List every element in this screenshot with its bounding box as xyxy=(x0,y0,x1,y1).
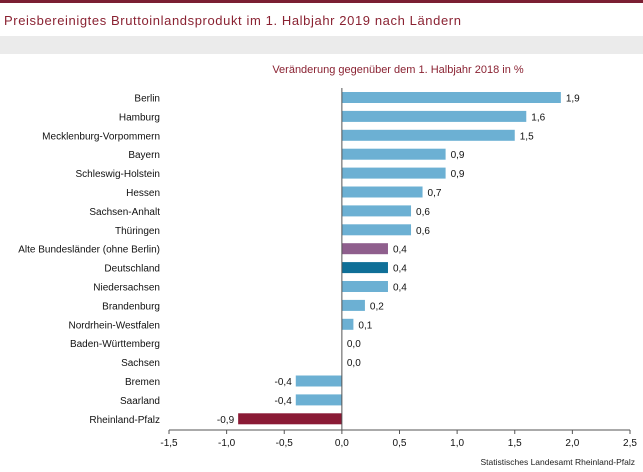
x-tick-label: 0,0 xyxy=(335,438,349,449)
bar-brandenburg xyxy=(341,299,365,311)
x-tick-label: -1,0 xyxy=(218,438,236,449)
bar-thueringen xyxy=(341,224,412,236)
value-label-rheinland-pfalz: -0,9 xyxy=(217,415,235,426)
value-label-schleswig-holstein: 0,9 xyxy=(451,169,465,180)
category-label-hamburg: Hamburg xyxy=(119,112,160,123)
bar-rheinland-pfalz xyxy=(238,413,342,425)
category-label-mecklenburg-vorpommern: Mecklenburg-Vorpommern xyxy=(42,131,160,142)
page-title: Preisbereinigtes Bruttoinlandsprodukt im… xyxy=(4,13,462,28)
value-label-sachsen: 0,0 xyxy=(347,358,361,369)
top-rule xyxy=(0,0,643,3)
value-label-hessen: 0,7 xyxy=(428,188,442,199)
category-label-nordrhein-westfalen: Nordrhein-Westfalen xyxy=(68,320,160,331)
value-label-hamburg: 1,6 xyxy=(531,112,545,123)
bar-nordrhein-westfalen xyxy=(341,318,354,330)
chart-subtitle: Veränderung gegenüber dem 1. Halbjahr 20… xyxy=(272,64,524,76)
value-label-bremen: -0,4 xyxy=(275,377,293,388)
category-label-hessen: Hessen xyxy=(126,188,160,199)
category-label-schleswig-holstein: Schleswig-Holstein xyxy=(76,169,160,180)
category-label-berlin: Berlin xyxy=(134,94,160,105)
x-tick-label: 1,0 xyxy=(450,438,464,449)
category-label-baden-wuerttemberg: Baden-Württemberg xyxy=(70,339,160,350)
source-note: Statistisches Landesamt Rheinland-Pfalz xyxy=(480,457,636,467)
category-label-bayern: Bayern xyxy=(128,150,160,161)
value-label-deutschland: 0,4 xyxy=(393,264,407,275)
category-label-deutschland: Deutschland xyxy=(104,264,160,275)
category-label-brandenburg: Brandenburg xyxy=(102,301,160,312)
category-label-rheinland-pfalz: Rheinland-Pfalz xyxy=(89,415,160,426)
value-label-berlin: 1,9 xyxy=(566,94,580,105)
category-label-alte-bundeslaender-ohne-berlin: Alte Bundesländer (ohne Berlin) xyxy=(18,245,160,256)
x-tick-label: 2,5 xyxy=(623,438,637,449)
bar-saarland xyxy=(295,394,342,406)
category-label-thueringen: Thüringen xyxy=(115,226,160,237)
x-tick-label: 2,0 xyxy=(565,438,579,449)
bar-mecklenburg-vorpommern xyxy=(341,129,515,141)
bar-alte-bundeslaender-ohne-berlin xyxy=(341,243,388,255)
value-label-mecklenburg-vorpommern: 1,5 xyxy=(520,131,534,142)
value-label-saarland: -0,4 xyxy=(275,396,293,407)
x-tick-label: 1,5 xyxy=(508,438,522,449)
x-tick-label: 0,5 xyxy=(393,438,407,449)
bar-sachsen-anhalt xyxy=(341,205,412,217)
value-label-niedersachsen: 0,4 xyxy=(393,283,407,294)
x-tick-label: -1,5 xyxy=(160,438,178,449)
value-label-brandenburg: 0,2 xyxy=(370,301,384,312)
bar-hamburg xyxy=(341,110,527,122)
bar-schleswig-holstein xyxy=(341,167,446,179)
category-label-niedersachsen: Niedersachsen xyxy=(93,283,160,294)
category-labels-group: Berlin Hamburg Mecklenburg-Vorpommern Bayer… xyxy=(18,94,160,426)
bar-bayern xyxy=(341,148,446,160)
bars-group xyxy=(238,92,561,425)
value-labels-group: 1,9 1,6 1,5 0,9 0,9 0,7 0,6 0,6 0,4 0,4 0,4 0,2 0,1 0… xyxy=(217,94,580,426)
value-label-nordrhein-westfalen: 0,1 xyxy=(358,320,372,331)
bar-berlin xyxy=(341,92,561,103)
category-label-saarland: Saarland xyxy=(120,396,160,407)
value-label-sachsen-anhalt: 0,6 xyxy=(416,207,430,218)
value-label-alte-bundeslaender-ohne-berlin: 0,4 xyxy=(393,245,407,256)
value-label-baden-wuerttemberg: 0,0 xyxy=(347,339,361,350)
bar-deutschland xyxy=(341,262,388,274)
category-label-sachsen-anhalt: Sachsen-Anhalt xyxy=(89,207,160,218)
value-label-thueringen: 0,6 xyxy=(416,226,430,237)
bar-niedersachsen xyxy=(341,281,388,292)
category-label-bremen: Bremen xyxy=(125,377,160,388)
category-label-sachsen: Sachsen xyxy=(121,358,160,369)
bar-bremen xyxy=(295,375,342,387)
x-tick-label: -0,5 xyxy=(276,438,294,449)
value-label-bayern: 0,9 xyxy=(451,150,465,161)
bar-hessen xyxy=(341,186,423,198)
x-axis: -1,5 -1,0 -0,5 0,0 0,5 1,0 1,5 2,0 2,5 xyxy=(160,88,637,449)
title-band xyxy=(0,36,643,54)
